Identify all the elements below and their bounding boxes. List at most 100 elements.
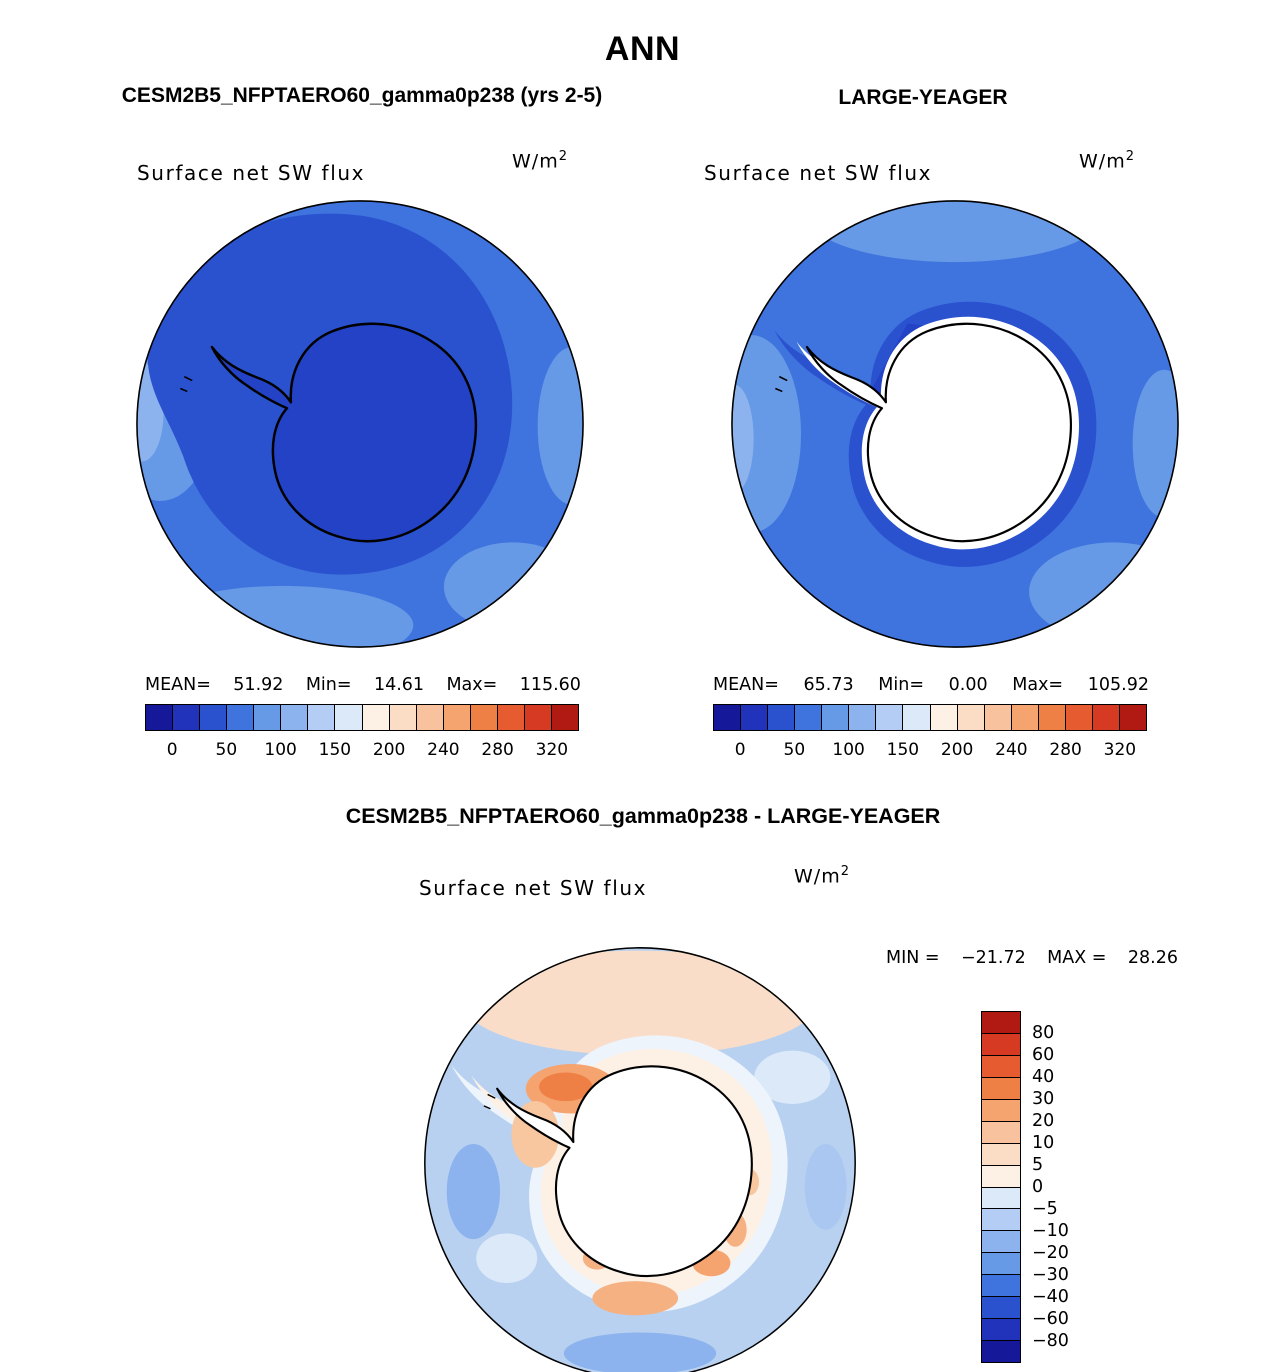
colorbar-tick-label: 320 [1103, 740, 1137, 760]
positive-band-north [463, 950, 817, 1056]
colorbar-segment [227, 705, 255, 730]
max-value: 115.60 [519, 675, 581, 695]
islands [483, 1093, 496, 1110]
units-base: W/m [512, 150, 559, 173]
units-exponent: 2 [1125, 149, 1135, 164]
min-value: 0.00 [948, 675, 988, 695]
colorbar-segment [443, 705, 471, 730]
mean-label: MEAN= [145, 675, 211, 695]
colorbar-segment [1092, 705, 1120, 730]
colorbar-tick-label: 200 [940, 740, 974, 760]
colorbar-tick-labels: 0 50 100 150 200 240 280 320 [145, 731, 579, 760]
colorbar-tick-labels: 0 50 100 150 200 240 280 320 [713, 731, 1147, 760]
min-label: Min= [305, 675, 352, 695]
colorbar-segments [981, 1011, 1021, 1363]
colorbar-segment [795, 705, 823, 730]
colorbar-segment [254, 705, 282, 730]
units-exponent: 2 [558, 149, 568, 164]
colorbar-segment [982, 1077, 1020, 1100]
mean-value: 65.73 [803, 675, 854, 695]
colorbar-segment [335, 705, 363, 730]
positive-anomaly-core [539, 1072, 593, 1102]
units-label-model: W/m2 [512, 149, 568, 172]
colorbar-tick-label: 200 [372, 740, 406, 760]
colorbar-label: 10 [1032, 1133, 1055, 1153]
negative-anomaly-west [446, 1143, 501, 1240]
colorbar-segment [982, 1099, 1020, 1122]
colorbar-tick-label: 50 [215, 740, 238, 760]
colorbar-segment [982, 1165, 1020, 1188]
pale-patch [476, 1233, 538, 1283]
max-value: 105.92 [1087, 675, 1149, 695]
colorbar-tick-label: 50 [783, 740, 806, 760]
map-boundary [424, 947, 856, 1372]
colorbar-tick-label: 100 [264, 740, 297, 760]
mean-value: 51.92 [233, 675, 284, 695]
panel-title-model: CESM2B5_NFPTAERO60_gamma0p238 (yrs 2-5) [121, 84, 603, 107]
colorbar-segment [173, 705, 201, 730]
max-label: Max= [446, 675, 498, 695]
colorbar-segments [145, 704, 579, 731]
colorbar-label: 20 [1032, 1111, 1055, 1131]
colorbar-label: −10 [1032, 1221, 1069, 1241]
stats-model: MEAN= 51.92 Min= 14.61 Max= 115.60 [145, 675, 581, 695]
colorbar-segment [982, 1012, 1020, 1034]
max-value: 28.26 [1127, 948, 1178, 968]
colorbar-segment [714, 705, 742, 730]
colorbar-segment [849, 705, 877, 730]
colorbar-segment [982, 1209, 1020, 1232]
colorbar-segment [876, 705, 904, 730]
model-map [136, 200, 584, 648]
colorbar-segment [1011, 705, 1039, 730]
islands [180, 375, 193, 393]
colorbar-tick-label: 150 [886, 740, 920, 760]
colorbar-label: −30 [1032, 1265, 1069, 1285]
colorbar-segment [982, 1275, 1020, 1298]
negative-anomaly-south [563, 1332, 717, 1372]
colorbar-label: −5 [1032, 1199, 1058, 1219]
colorbar-segment [741, 705, 769, 730]
colorbar-segment [416, 705, 444, 730]
units-exponent: 2 [840, 864, 850, 879]
colorbar-segment [768, 705, 796, 730]
colorbar-segment [1038, 705, 1066, 730]
panel-title-obs: LARGE-YEAGER [838, 86, 1008, 109]
map-boundary [731, 200, 1179, 648]
colorbar-label: 60 [1032, 1045, 1055, 1065]
min-label: Min= [878, 675, 924, 695]
colorbar-label: 0 [1032, 1177, 1044, 1197]
max-label: Max= [1012, 675, 1064, 695]
light-ocean-patch [806, 200, 1104, 263]
colorbar-diff: 80 60 40 30 20 10 5 0 −5 −10 −20 −30 −40 −60 −80 [981, 1011, 1069, 1363]
colorbar-segment [822, 705, 850, 730]
colorbar-segments [713, 704, 1147, 731]
colorbar-segment [497, 705, 525, 730]
field-label-diff: Surface net SW flux [419, 876, 648, 900]
field-label-obs: Surface net SW flux [704, 161, 933, 185]
colorbar-label: 5 [1032, 1155, 1044, 1175]
units-base: W/m [794, 865, 841, 888]
colorbar-segment [1119, 705, 1146, 730]
colorbar-segment [389, 705, 417, 730]
obs-map [731, 200, 1179, 648]
panel-title-diff: CESM2B5_NFPTAERO60_gamma0p238 - LARGE-YE… [345, 804, 941, 828]
colorbar-segment [200, 705, 228, 730]
colorbar-segment [957, 705, 985, 730]
min-value: 14.61 [373, 675, 425, 695]
colorbar-label: −20 [1032, 1243, 1069, 1263]
units-base: W/m [1079, 150, 1126, 173]
negative-anomaly-east [804, 1143, 847, 1230]
colorbar-segment [146, 705, 174, 730]
colorbar-tick-label: 100 [832, 740, 865, 760]
colorbar-segment [982, 1341, 1020, 1362]
colorbar-segment [984, 705, 1012, 730]
max-label: MAX = [1047, 948, 1107, 968]
mean-label: MEAN= [713, 675, 779, 695]
colorbar-model: 0 50 100 150 200 240 280 320 [145, 704, 579, 760]
colorbar-tick-label: 280 [1049, 740, 1082, 760]
units-label-diff: W/m2 [794, 864, 850, 887]
colorbar-tick-label: 320 [535, 740, 569, 760]
positive-anomaly-south [592, 1281, 679, 1316]
colorbar-segment [551, 705, 578, 730]
stats-diff: MIN = −21.72 MAX = 28.26 [886, 948, 1178, 968]
